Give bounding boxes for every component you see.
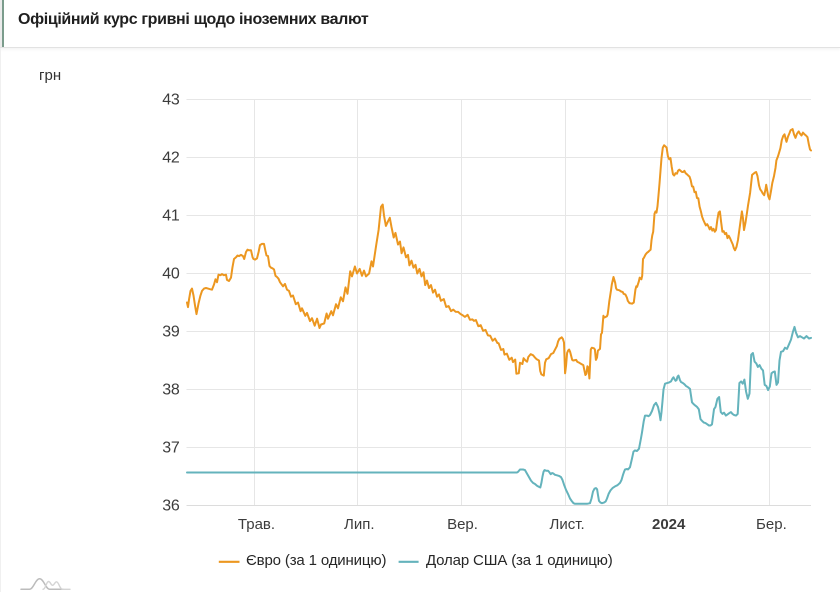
svg-text:Лист.: Лист.	[550, 516, 585, 533]
svg-text:Трав.: Трав.	[238, 516, 275, 533]
svg-text:Вер.: Вер.	[447, 516, 478, 533]
svg-text:40: 40	[162, 266, 180, 283]
svg-text:Євро (за 1 одиницю): Євро (за 1 одиницю)	[246, 552, 386, 569]
svg-text:38: 38	[162, 382, 180, 399]
svg-text:2024: 2024	[652, 516, 686, 533]
svg-text:43: 43	[162, 92, 180, 109]
svg-text:36: 36	[162, 498, 180, 515]
svg-text:Долар США (за 1 одиницю): Долар США (за 1 одиницю)	[426, 552, 613, 569]
svg-text:37: 37	[162, 440, 180, 457]
svg-text:39: 39	[162, 324, 180, 341]
svg-text:41: 41	[162, 208, 180, 225]
svg-text:42: 42	[162, 150, 180, 167]
svg-text:Лип.: Лип.	[344, 516, 375, 533]
svg-text:Бер.: Бер.	[756, 516, 787, 533]
